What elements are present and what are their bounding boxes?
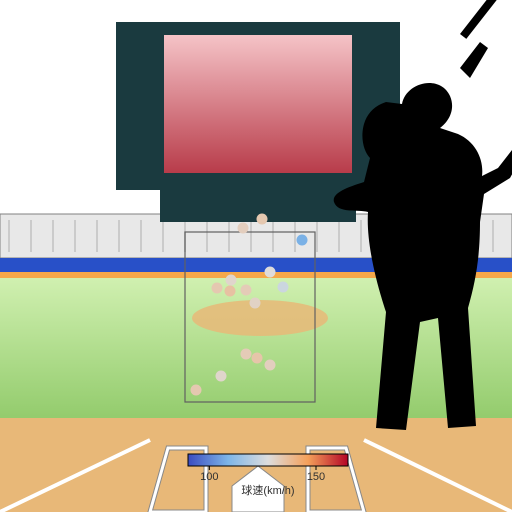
- mound: [192, 300, 328, 336]
- pitch-marker: [216, 371, 227, 382]
- pitch-marker: [241, 349, 252, 360]
- pitch-marker: [225, 286, 236, 297]
- stand-pillar: [272, 220, 274, 252]
- pitch-marker: [241, 285, 252, 296]
- stand-pillar: [162, 220, 164, 252]
- colorbar: [188, 454, 348, 466]
- pitch-marker: [278, 282, 289, 293]
- scoreboard-screen: [164, 35, 352, 173]
- stand-pillar: [52, 220, 54, 252]
- colorbar-label: 球速(km/h): [241, 483, 294, 497]
- pitch-marker: [226, 275, 237, 286]
- pitch-marker: [257, 214, 268, 225]
- stand-pillar: [118, 220, 120, 252]
- pitch-marker: [265, 360, 276, 371]
- stand-pillar: [74, 220, 76, 252]
- pitch-marker: [212, 283, 223, 294]
- pitch-marker: [297, 235, 308, 246]
- colorbar-tick-label: 150: [307, 471, 325, 483]
- chart-svg: 100 150 球速(km/h): [0, 0, 512, 512]
- stand-pillar: [140, 220, 142, 252]
- stand-pillar: [338, 220, 340, 252]
- pitch-marker: [252, 353, 263, 364]
- stand-pillar: [294, 220, 296, 252]
- pitch-marker: [191, 385, 202, 396]
- pitch-marker: [265, 267, 276, 278]
- stand-pillar: [8, 220, 10, 252]
- stand-pillar: [250, 220, 252, 252]
- stand-pillar: [206, 220, 208, 252]
- stand-pillar: [228, 220, 230, 252]
- pitch-marker: [238, 223, 249, 234]
- stand-pillar: [492, 220, 494, 252]
- stand-pillar: [30, 220, 32, 252]
- stand-pillar: [96, 220, 98, 252]
- pitch-marker: [250, 298, 261, 309]
- stand-pillar: [316, 220, 318, 252]
- pitch-location-chart: 100 150 球速(km/h): [0, 0, 512, 512]
- colorbar-tick-label: 100: [200, 471, 218, 483]
- stand-pillar: [360, 220, 362, 252]
